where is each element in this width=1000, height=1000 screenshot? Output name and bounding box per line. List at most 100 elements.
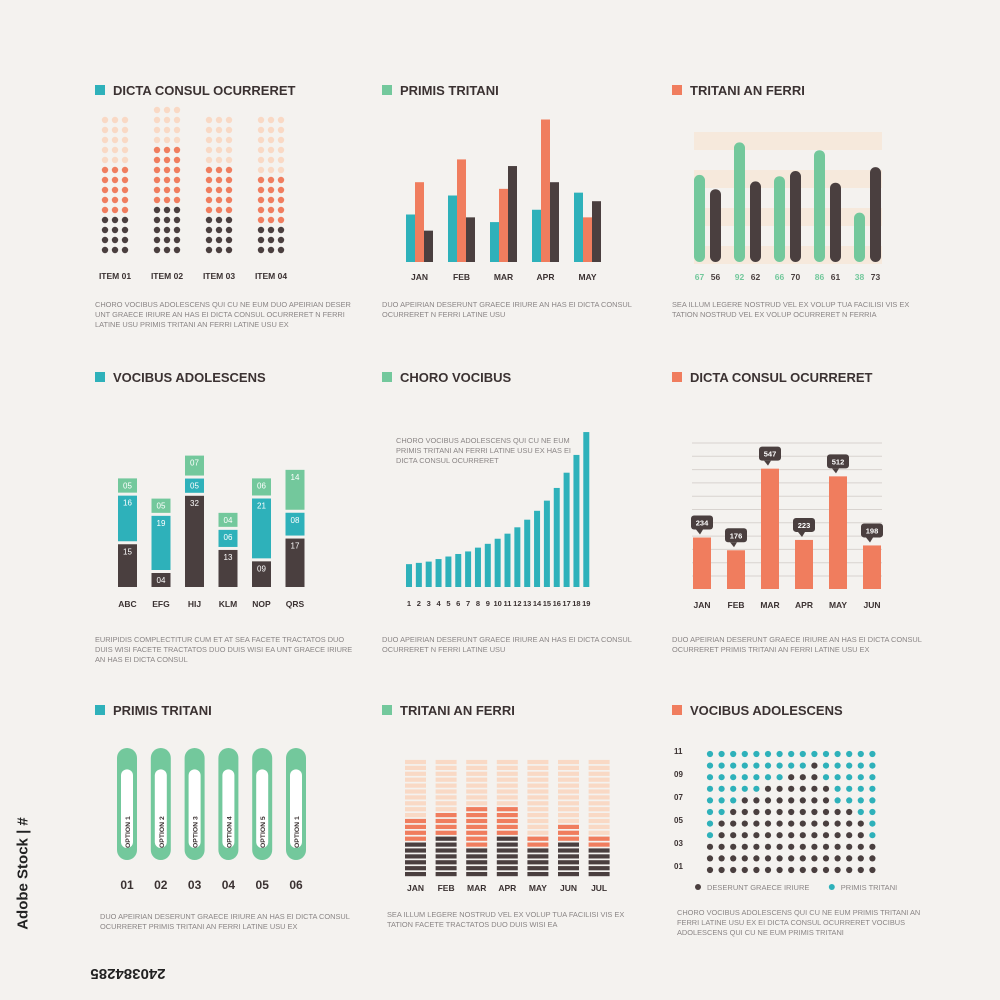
dot-mark [741,843,748,850]
segment-value-label: 17 [291,542,300,551]
bar-segment [405,866,426,871]
panel-title: VOCIBUS ADOLESCENS [672,702,843,718]
panel-dot-columns: DICTA CONSUL OCURRERET ITEM 01 ITEM 02 ITE… [95,82,375,372]
dot-mark [753,843,760,850]
bar-segment [527,842,549,847]
dot-mark [257,166,265,174]
dot-mark [834,797,841,804]
dot-mark [753,808,760,816]
segment-value-label: 04 [224,516,233,525]
panel-segmented-bars: TRITANI AN FERRI JAN FEB MAR APR MAY JUN JUL S… [382,702,662,992]
bar-segment [435,795,457,800]
x-tick-label: 03 [188,878,202,892]
x-tick-label: FEB [728,600,745,610]
dot-mark [205,176,213,184]
segment-value-label: 05 [190,482,199,491]
dot-mark [277,116,285,124]
dot-mark [857,808,864,816]
labeled-bar-chart: 234 JAN 176 FEB 547 MAR 223 APR 512 MAY 198 JUN [691,442,883,610]
dot-mark [741,750,748,758]
x-tick-label: 10 [493,599,501,608]
dot-mark [163,116,171,124]
dot-mark [741,797,748,804]
bar-segment [435,872,457,877]
title-square-icon [382,85,392,95]
dot-mark [788,774,795,781]
dot-mark [846,866,853,874]
dot-mark [753,797,760,804]
dot-mark [173,236,181,244]
bar-value-label: 512 [832,457,845,466]
bar [490,222,499,262]
dot-mark [225,156,233,164]
dot-mark [121,196,129,204]
dot-mark [225,196,233,204]
segment-value-label: 19 [157,519,166,528]
x-tick-label: EFG [152,599,170,609]
stack-segment [185,478,204,493]
dot-mark [730,774,737,781]
dot-mark [811,808,818,816]
bar-segment [558,824,579,829]
dot-mark [215,186,223,194]
title-square-icon [672,372,682,382]
bar-segment [527,872,549,877]
bar-segment [588,818,610,824]
stack-segment [218,529,238,547]
bar-segment [558,783,579,788]
dot-mark [846,808,853,816]
dot-mark [706,797,714,804]
bar-segment [588,860,610,865]
dot-mark [153,216,161,224]
segment-value-label: 05 [123,481,132,490]
dot-mark [706,808,714,816]
bar-segment [496,836,518,841]
gauge-option-label: OPTION 3 [193,816,200,848]
bar-segment [435,830,457,835]
panel-title: TRITANI AN FERRI [672,82,805,98]
bar-segment [466,801,488,806]
bar-segment [496,830,518,835]
dot-mark [111,196,119,204]
callout-pointer [764,460,771,466]
bar-segment [435,866,457,871]
dot-mark [121,126,129,134]
bar [445,556,452,587]
bar-segment [466,771,488,776]
dot-mark [173,186,181,194]
dot-mark [718,843,725,850]
title-square-icon [672,85,682,95]
dot-mark [121,236,129,244]
dot-mark [857,832,864,839]
panel-title: DICTA CONSUL OCURRERET [672,369,872,385]
dot-mark [764,797,772,804]
bar-segment [405,777,426,782]
dot-mark [764,785,772,792]
dot-mark [857,797,864,804]
dot-mark [718,866,725,874]
stack-segment [285,512,305,536]
bar-segment [405,824,426,829]
dot-mark [225,166,233,174]
bar-segment [496,813,518,818]
bar [854,212,865,262]
dot-mark [205,216,213,224]
dot-mark [857,785,864,792]
x-tick-label: 14 [533,599,542,608]
dot-mark [277,156,285,164]
dot-mark [277,246,285,254]
bar-segment [588,789,610,794]
dot-mark [121,206,129,214]
dot-mark [225,226,233,234]
bar-segment [466,860,488,865]
dot-mark [799,762,806,769]
dot-mark [730,785,737,792]
bar-value-label: 38 [855,272,865,282]
segmented-bar-chart: JAN FEB MAR APR MAY JUN JUL [405,759,610,893]
dot-mark [277,196,285,204]
bar-segment [527,860,549,865]
dot-mark [267,146,275,154]
dot-mark [822,832,830,839]
dot-mark [706,832,714,839]
bar [750,181,761,262]
